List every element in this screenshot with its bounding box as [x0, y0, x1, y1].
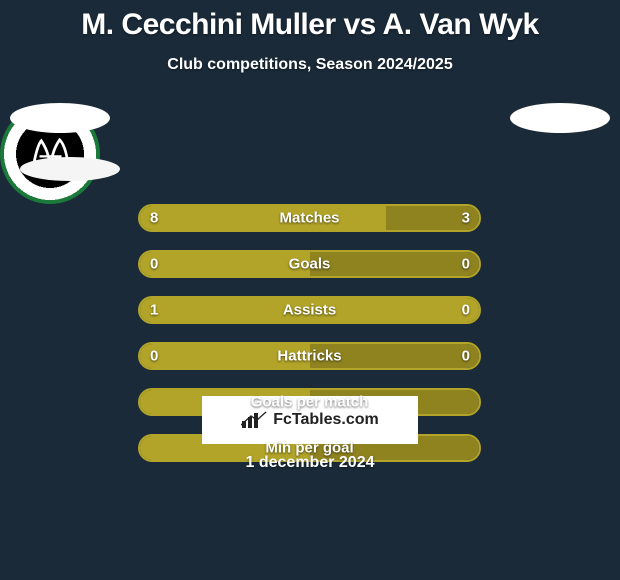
stat-bar-track: Matches — [138, 204, 481, 232]
stat-row: 0 Hattricks 0 — [0, 342, 620, 370]
stat-bar-track: Goals — [138, 250, 481, 278]
stat-bar-track: Assists — [138, 296, 481, 324]
stat-row: 8 Matches 3 — [0, 204, 620, 232]
stat-label: Goals — [289, 256, 331, 273]
stat-value-right: 0 — [462, 256, 470, 273]
footer-date: 1 december 2024 — [246, 454, 375, 472]
footer-label: FcTables.com — [273, 411, 379, 429]
stat-label: Hattricks — [277, 348, 341, 365]
stat-label: Assists — [283, 302, 336, 319]
player1-crest-placeholder-2 — [20, 157, 120, 181]
page-subtitle: Club competitions, Season 2024/2025 — [0, 56, 620, 74]
stat-row: 1 Assists 0 — [0, 296, 620, 324]
page-title: M. Cecchini Muller vs A. Van Wyk — [0, 0, 620, 42]
stat-value-left: 0 — [150, 348, 158, 365]
stat-row: 0 Goals 0 — [0, 250, 620, 278]
stat-value-right: 0 — [462, 302, 470, 319]
comparison-chart: 8 Matches 3 0 Goals 0 1 Assists 0 0 Hatt — [0, 104, 620, 462]
stat-bar-right — [310, 252, 480, 276]
stat-label: Matches — [279, 210, 339, 227]
stat-bar-left — [140, 206, 386, 230]
stat-value-left: 8 — [150, 210, 158, 227]
stat-bar-left — [140, 252, 310, 276]
stat-label: Goals per match — [251, 394, 369, 411]
stat-label: Min per goal — [265, 440, 353, 457]
stat-bar-track: Hattricks — [138, 342, 481, 370]
stat-value-right: 0 — [462, 348, 470, 365]
bars-icon — [241, 411, 267, 429]
stat-value-right: 3 — [462, 210, 470, 227]
stat-value-left: 1 — [150, 302, 158, 319]
player1-crest-placeholder-1 — [10, 103, 110, 133]
stat-value-left: 0 — [150, 256, 158, 273]
player2-crest-placeholder-1 — [510, 103, 610, 133]
